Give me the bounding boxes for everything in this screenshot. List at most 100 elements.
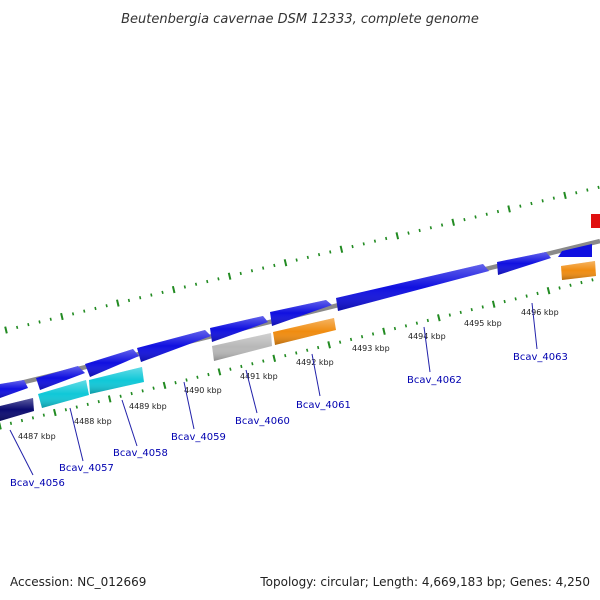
lower-row-genes [0,261,596,421]
minor-tick [552,196,555,200]
minor-tick [295,258,298,262]
minor-tick [94,306,97,311]
minor-tick [119,394,122,398]
minor-tick [470,308,473,312]
minor-tick [49,317,52,321]
minor-tick [569,283,572,287]
gene-arrow-forward[interactable] [558,244,592,257]
minor-tick [20,418,24,423]
minor-tick [525,294,528,298]
minor-tick [207,372,210,377]
minor-tick [273,263,276,268]
kbp-label: 4493 kbp [352,344,390,353]
kbp-label: 4488 kbp [74,417,112,426]
minor-tick [496,209,500,214]
major-tick [227,272,232,280]
minor-tick [362,242,365,246]
gene-label-bcav-4062[interactable]: Bcav_4062 [407,375,462,386]
minor-tick [240,364,243,369]
major-tick [339,245,344,253]
minor-tick [306,255,309,259]
gene-box-red[interactable] [591,214,600,228]
minor-tick [385,236,388,241]
major-tick [4,326,8,334]
minor-tick [83,309,86,313]
outer-tick-ruler [4,185,600,334]
major-tick [53,408,57,417]
gene-label-bcav-4057[interactable]: Bcav_4057 [59,463,114,474]
minor-tick [183,285,186,289]
minor-tick [530,201,533,206]
minor-tick [407,231,410,235]
minor-tick [485,212,488,216]
major-tick [60,312,64,321]
minor-tick [317,345,320,350]
minor-tick [86,402,89,406]
kbp-label: 4496 kbp [521,308,559,317]
minor-tick [284,354,287,358]
gene-label-bcav-4058[interactable]: Bcav_4058 [113,448,168,459]
gene-label-bcav-4056[interactable]: Bcav_4056 [10,478,65,489]
kbp-labels: 4487 kbp 4488 kbp 4489 kbp 4490 kbp 4491… [18,308,559,441]
map-title: Beutenbergia cavernae DSM 12333, complet… [121,12,479,27]
minor-tick [97,400,100,404]
minor-tick [38,320,41,324]
minor-tick [262,266,265,270]
minor-tick [31,416,35,420]
minor-tick [229,367,232,371]
minor-tick [474,215,477,219]
minor-tick [418,228,421,233]
minor-tick [349,337,353,342]
minor-tick [9,421,13,425]
minor-tick [586,188,589,192]
major-tick [451,218,455,226]
minor-tick [306,348,309,352]
minor-tick [130,391,133,396]
minor-tick [459,310,462,314]
kbp-label: 4492 kbp [296,358,334,367]
minor-tick [251,362,254,366]
inner-tick-ruler [0,278,594,430]
minor-tick [360,335,364,339]
minor-tick [541,199,544,203]
minor-tick [393,326,397,331]
major-tick [107,395,112,403]
major-tick [491,300,496,308]
kbp-label: 4494 kbp [408,332,446,341]
gene-label-bcav-4063[interactable]: Bcav_4063 [513,352,568,363]
kbp-label: 4489 kbp [129,402,167,411]
minor-tick [580,280,583,285]
minor-tick [239,271,242,276]
gene-label-bcav-4060[interactable]: Bcav_4060 [235,416,290,427]
minor-tick [503,299,506,304]
minor-tick [536,291,539,296]
minor-tick [42,413,45,417]
major-tick [327,341,331,349]
minor-tick [105,304,108,308]
minor-tick [415,321,419,325]
major-tick [563,191,567,200]
minor-tick [196,375,199,379]
minor-tick [295,351,298,355]
kbp-label: 4495 kbp [464,319,502,328]
gene-label-bcav-4061[interactable]: Bcav_4061 [296,400,351,411]
major-tick [162,381,167,390]
minor-tick [463,218,466,222]
minor-tick [426,318,429,323]
gene-label-bcav-4059[interactable]: Bcav_4059 [171,432,226,443]
minor-tick [481,305,484,309]
minor-tick [440,223,444,227]
kbp-label: 4487 kbp [18,432,56,441]
minor-tick [150,293,153,297]
minor-tick [185,378,188,382]
minor-tick [262,359,265,363]
major-tick [395,232,400,240]
minor-tick [338,340,342,344]
minor-tick [194,282,198,286]
major-tick [171,285,176,294]
major-tick [116,299,120,307]
gene-leader-lines [9,302,538,476]
minor-tick [16,325,19,329]
major-tick [272,354,277,362]
